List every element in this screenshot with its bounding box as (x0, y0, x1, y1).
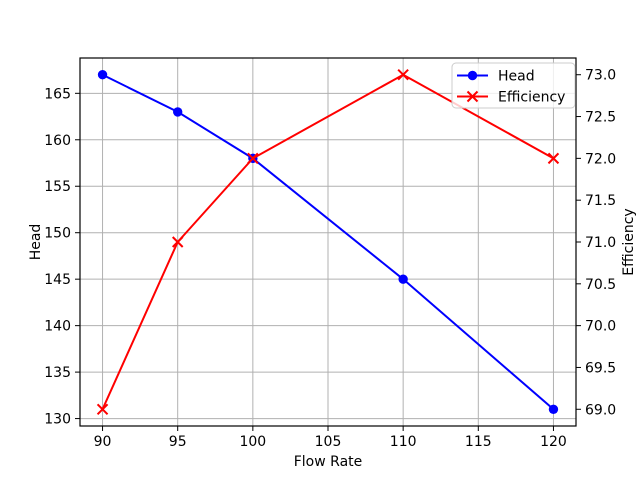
data-point-circle-marker (97, 70, 108, 80)
axes: 90 95 100 105 110 115 120 130 135 140 145 150 155 160… (44, 57, 616, 450)
data-point-x-marker (247, 152, 259, 165)
legend-label-head: Head (498, 69, 535, 85)
data-point-circle-marker (172, 107, 183, 117)
y-right-tick-label: 70.5 (585, 277, 616, 293)
legend-item-efficiency: Efficiency (457, 90, 565, 106)
y-right-tick-label: 72.5 (585, 110, 616, 126)
y-left-tick-label: 145 (44, 272, 71, 288)
y-left-tick-label: 130 (44, 412, 71, 428)
y-right-tick-label: 72.0 (585, 151, 616, 167)
y-left-tick-label: 160 (44, 133, 71, 149)
x-tick-label: 100 (239, 434, 266, 450)
y-left-tick-label: 165 (44, 86, 71, 102)
y-right-tick-label: 70.0 (585, 319, 616, 335)
data-point-x-marker (397, 69, 409, 81)
y-axis-label-left: Head (28, 224, 44, 261)
legend-label-efficiency: Efficiency (498, 90, 565, 106)
data-point-x-marker (547, 152, 560, 165)
data-point-circle-marker (398, 274, 408, 284)
legend-circle-marker-icon (467, 70, 478, 81)
x-tick-label: 120 (540, 434, 567, 450)
legend-x-marker-icon (466, 90, 479, 103)
data-point-x-marker (171, 236, 184, 248)
y-right-tick-label: 69.0 (585, 402, 616, 418)
y-left-tick-label: 135 (44, 365, 71, 381)
legend-item-head: Head (457, 69, 535, 85)
data-point-circle-marker (548, 404, 559, 414)
y-right-tick-label: 71.5 (585, 193, 616, 209)
y-right-tick-label: 71.0 (585, 235, 616, 251)
x-tick-label: 105 (315, 434, 342, 450)
y-left-tick-label: 155 (44, 179, 71, 195)
x-tick-label: 90 (94, 434, 112, 450)
grid-lines (80, 58, 576, 426)
data-point-x-marker (96, 403, 109, 415)
y-axis-label-right: Efficiency (621, 208, 637, 275)
y-left-tick-label: 150 (44, 226, 71, 242)
legend: Head Efficiency (451, 62, 576, 109)
y-left-tick-label: 140 (44, 319, 71, 335)
x-tick-label: 115 (465, 434, 492, 450)
x-tick-label: 110 (390, 434, 417, 450)
y-right-tick-label: 73.0 (585, 68, 616, 84)
x-tick-label: 95 (169, 434, 187, 450)
y-right-tick-label: 69.5 (585, 360, 616, 376)
x-axis-label: Flow Rate (294, 454, 363, 470)
